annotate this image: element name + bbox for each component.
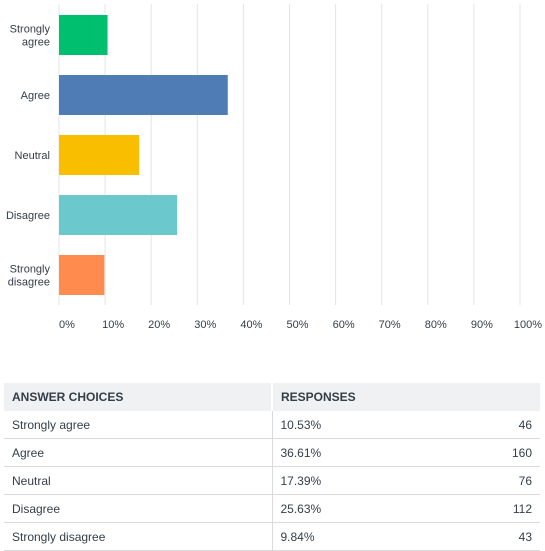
row-percent: 36.61% bbox=[272, 438, 462, 467]
category-label: Strongly disagree bbox=[8, 264, 51, 289]
bar bbox=[59, 15, 108, 55]
x-tick-label: 30% bbox=[194, 319, 216, 331]
row-count: 43 bbox=[462, 522, 541, 551]
x-tick-labels: 0% 10% 20% 30% 40% 50% 60% 70% 80% 90% 100% bbox=[59, 319, 542, 331]
category-labels: Strongly agree Agree Neutral Disagree Strongl… bbox=[6, 24, 51, 289]
bar bbox=[59, 195, 178, 235]
x-tick-label: 20% bbox=[148, 319, 170, 331]
row-choice: Strongly disagree bbox=[4, 522, 273, 551]
category-label: Agree bbox=[21, 90, 50, 102]
bar-chart: Strongly agree Agree Neutral Disagree Strongl… bbox=[6, 4, 542, 331]
row-choice: Strongly agree bbox=[4, 411, 273, 439]
x-tick-label: 0% bbox=[59, 319, 75, 331]
x-tick-label: 70% bbox=[379, 319, 401, 331]
row-percent: 25.63% bbox=[272, 494, 462, 523]
row-choice: Neutral bbox=[4, 466, 273, 495]
bar bbox=[59, 75, 228, 115]
table-row: Strongly agree 10.53% 46 bbox=[4, 411, 541, 439]
table-row: Disagree 25.63% 112 bbox=[4, 494, 541, 523]
row-percent: 10.53% bbox=[272, 411, 462, 439]
row-count: 112 bbox=[462, 494, 541, 523]
x-tick-label: 10% bbox=[102, 319, 124, 331]
bar bbox=[59, 135, 140, 175]
row-choice: Disagree bbox=[4, 494, 273, 523]
x-tick-label: 80% bbox=[425, 319, 447, 331]
table-header-row: ANSWER CHOICES RESPONSES bbox=[4, 383, 541, 411]
table-row: Strongly disagree 9.84% 43 bbox=[4, 522, 541, 551]
row-count: 160 bbox=[462, 438, 541, 467]
table-row: Neutral 17.39% 76 bbox=[4, 466, 541, 495]
responses-header: RESPONSES bbox=[272, 383, 541, 411]
x-tick-label: 100% bbox=[514, 319, 542, 331]
responses-table: ANSWER CHOICES RESPONSES Strongly agree … bbox=[4, 383, 541, 551]
row-choice: Agree bbox=[4, 438, 273, 467]
table-row: Agree 36.61% 160 bbox=[4, 438, 541, 467]
category-label: Disagree bbox=[6, 210, 50, 222]
row-percent: 9.84% bbox=[272, 522, 462, 551]
bars bbox=[59, 15, 228, 295]
x-tick-label: 90% bbox=[471, 319, 493, 331]
row-count: 46 bbox=[462, 411, 541, 439]
category-label: Strongly agree bbox=[10, 24, 51, 49]
x-tick-label: 60% bbox=[333, 319, 355, 331]
answer-choices-header: ANSWER CHOICES bbox=[4, 383, 273, 411]
x-tick-label: 50% bbox=[286, 319, 308, 331]
category-label: Neutral bbox=[15, 150, 50, 162]
x-tick-label: 40% bbox=[240, 319, 262, 331]
row-percent: 17.39% bbox=[272, 466, 462, 495]
row-count: 76 bbox=[462, 466, 541, 495]
bar bbox=[59, 255, 105, 295]
